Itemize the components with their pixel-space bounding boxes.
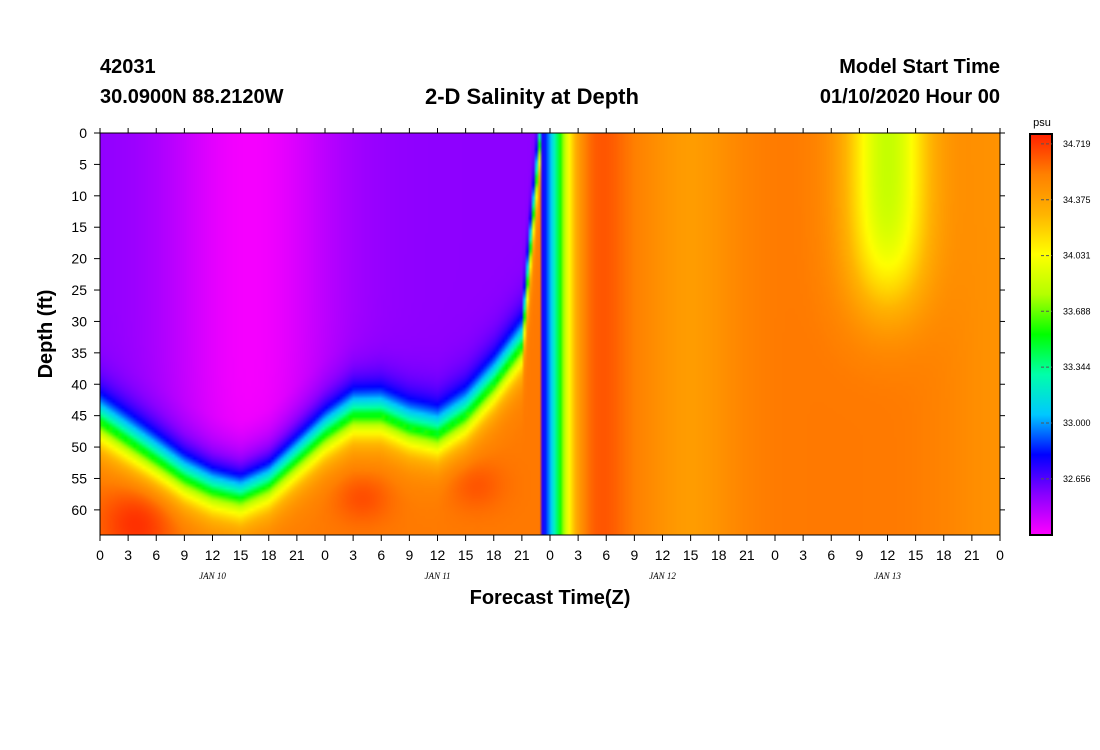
x-tick-label: 0 xyxy=(996,547,1004,563)
date-label: JAN 11 xyxy=(424,571,450,581)
x-tick-label: 9 xyxy=(630,547,638,563)
x-tick-label: 12 xyxy=(655,547,671,563)
y-tick-label: 50 xyxy=(71,439,87,455)
x-tick-label: 18 xyxy=(711,547,727,563)
y-tick-label: 20 xyxy=(71,251,87,267)
x-tick-label: 3 xyxy=(124,547,132,563)
heatmap-frame xyxy=(100,133,1000,535)
y-tick-label: 40 xyxy=(71,376,87,392)
date-label: JAN 10 xyxy=(199,571,226,581)
y-tick-label: 10 xyxy=(71,188,87,204)
y-tick-label: 15 xyxy=(71,219,87,235)
x-tick-label: 0 xyxy=(771,547,779,563)
x-tick-label: 3 xyxy=(349,547,357,563)
colorbar-ticks: 34.719 34.375 34.031 33.688 33.344 33.000 32.6… xyxy=(1041,139,1091,484)
colorbar-tick-label: 34.031 xyxy=(1063,251,1091,261)
x-tick-label: 18 xyxy=(261,547,277,563)
y-tick-label: 25 xyxy=(71,282,87,298)
colorbar-tick-label: 33.000 xyxy=(1063,418,1091,428)
y-tick-label: 60 xyxy=(71,502,87,518)
model-start-label: Model Start Time xyxy=(839,56,1000,78)
x-tick-label: 21 xyxy=(514,547,530,563)
salinity-heatmap xyxy=(100,133,1000,535)
x-tick-label: 18 xyxy=(486,547,502,563)
x-tick-label: 15 xyxy=(908,547,924,563)
x-tick-label: 12 xyxy=(880,547,896,563)
x-axis: 0 3 6 9 12 15 18 21 0 3 6 9 12 15 18 21 0 3 6 9 12 15 18 21 0 3 6 9… xyxy=(96,128,1004,581)
y-tick-label: 30 xyxy=(71,313,87,329)
x-tick-label: 18 xyxy=(936,547,952,563)
x-tick-label: 15 xyxy=(233,547,249,563)
colorbar-scale xyxy=(1029,133,1053,536)
x-tick-label: 0 xyxy=(321,547,329,563)
colorbar-tick-label: 33.688 xyxy=(1063,306,1091,316)
x-tick-label: 9 xyxy=(405,547,413,563)
x-tick-label: 12 xyxy=(430,547,446,563)
x-tick-label: 21 xyxy=(964,547,980,563)
colorbar: psu 34.719 34.375 34.031 33.688 33.344 33.000… xyxy=(1029,117,1091,536)
x-tick-label: 3 xyxy=(799,547,807,563)
x-tick-label: 0 xyxy=(546,547,554,563)
x-tick-label: 15 xyxy=(458,547,474,563)
colorbar-unit: psu xyxy=(1033,117,1051,129)
y-tick-label: 55 xyxy=(71,470,87,486)
x-tick-label: 9 xyxy=(855,547,863,563)
colorbar-tick-label: 34.719 xyxy=(1063,139,1091,149)
x-tick-label: 6 xyxy=(602,547,610,563)
y-axis: 0 5 10 15 20 25 30 35 40 45 50 55 60 xyxy=(71,125,1005,518)
y-tick-label: 45 xyxy=(71,408,87,424)
y-tick-label: 5 xyxy=(79,156,87,172)
x-tick-label: 21 xyxy=(289,547,305,563)
x-tick-label: 21 xyxy=(739,547,755,563)
x-tick-label: 6 xyxy=(152,547,160,563)
colorbar-tick-label: 32.656 xyxy=(1063,474,1091,484)
date-label: JAN 13 xyxy=(874,571,901,581)
x-axis-label: Forecast Time(Z) xyxy=(470,587,631,609)
colorbar-tick-label: 33.344 xyxy=(1063,362,1091,372)
colorbar-tick-label: 34.375 xyxy=(1063,195,1091,205)
x-tick-label: 12 xyxy=(205,547,221,563)
x-tick-label: 6 xyxy=(827,547,835,563)
station-id: 42031 xyxy=(100,56,156,78)
x-tick-label: 6 xyxy=(377,547,385,563)
y-axis-label: Depth (ft) xyxy=(35,290,57,379)
x-tick-label: 3 xyxy=(574,547,582,563)
y-tick-label: 0 xyxy=(79,125,87,141)
x-tick-label: 9 xyxy=(180,547,188,563)
x-tick-label: 15 xyxy=(683,547,699,563)
y-tick-label: 35 xyxy=(71,345,87,361)
model-start-value: 01/10/2020 Hour 00 xyxy=(819,86,1000,108)
station-location: 30.0900N 88.2120W xyxy=(100,86,284,108)
x-tick-label: 0 xyxy=(96,547,104,563)
chart-title: 2-D Salinity at Depth xyxy=(425,84,639,109)
date-label: JAN 12 xyxy=(649,571,676,581)
